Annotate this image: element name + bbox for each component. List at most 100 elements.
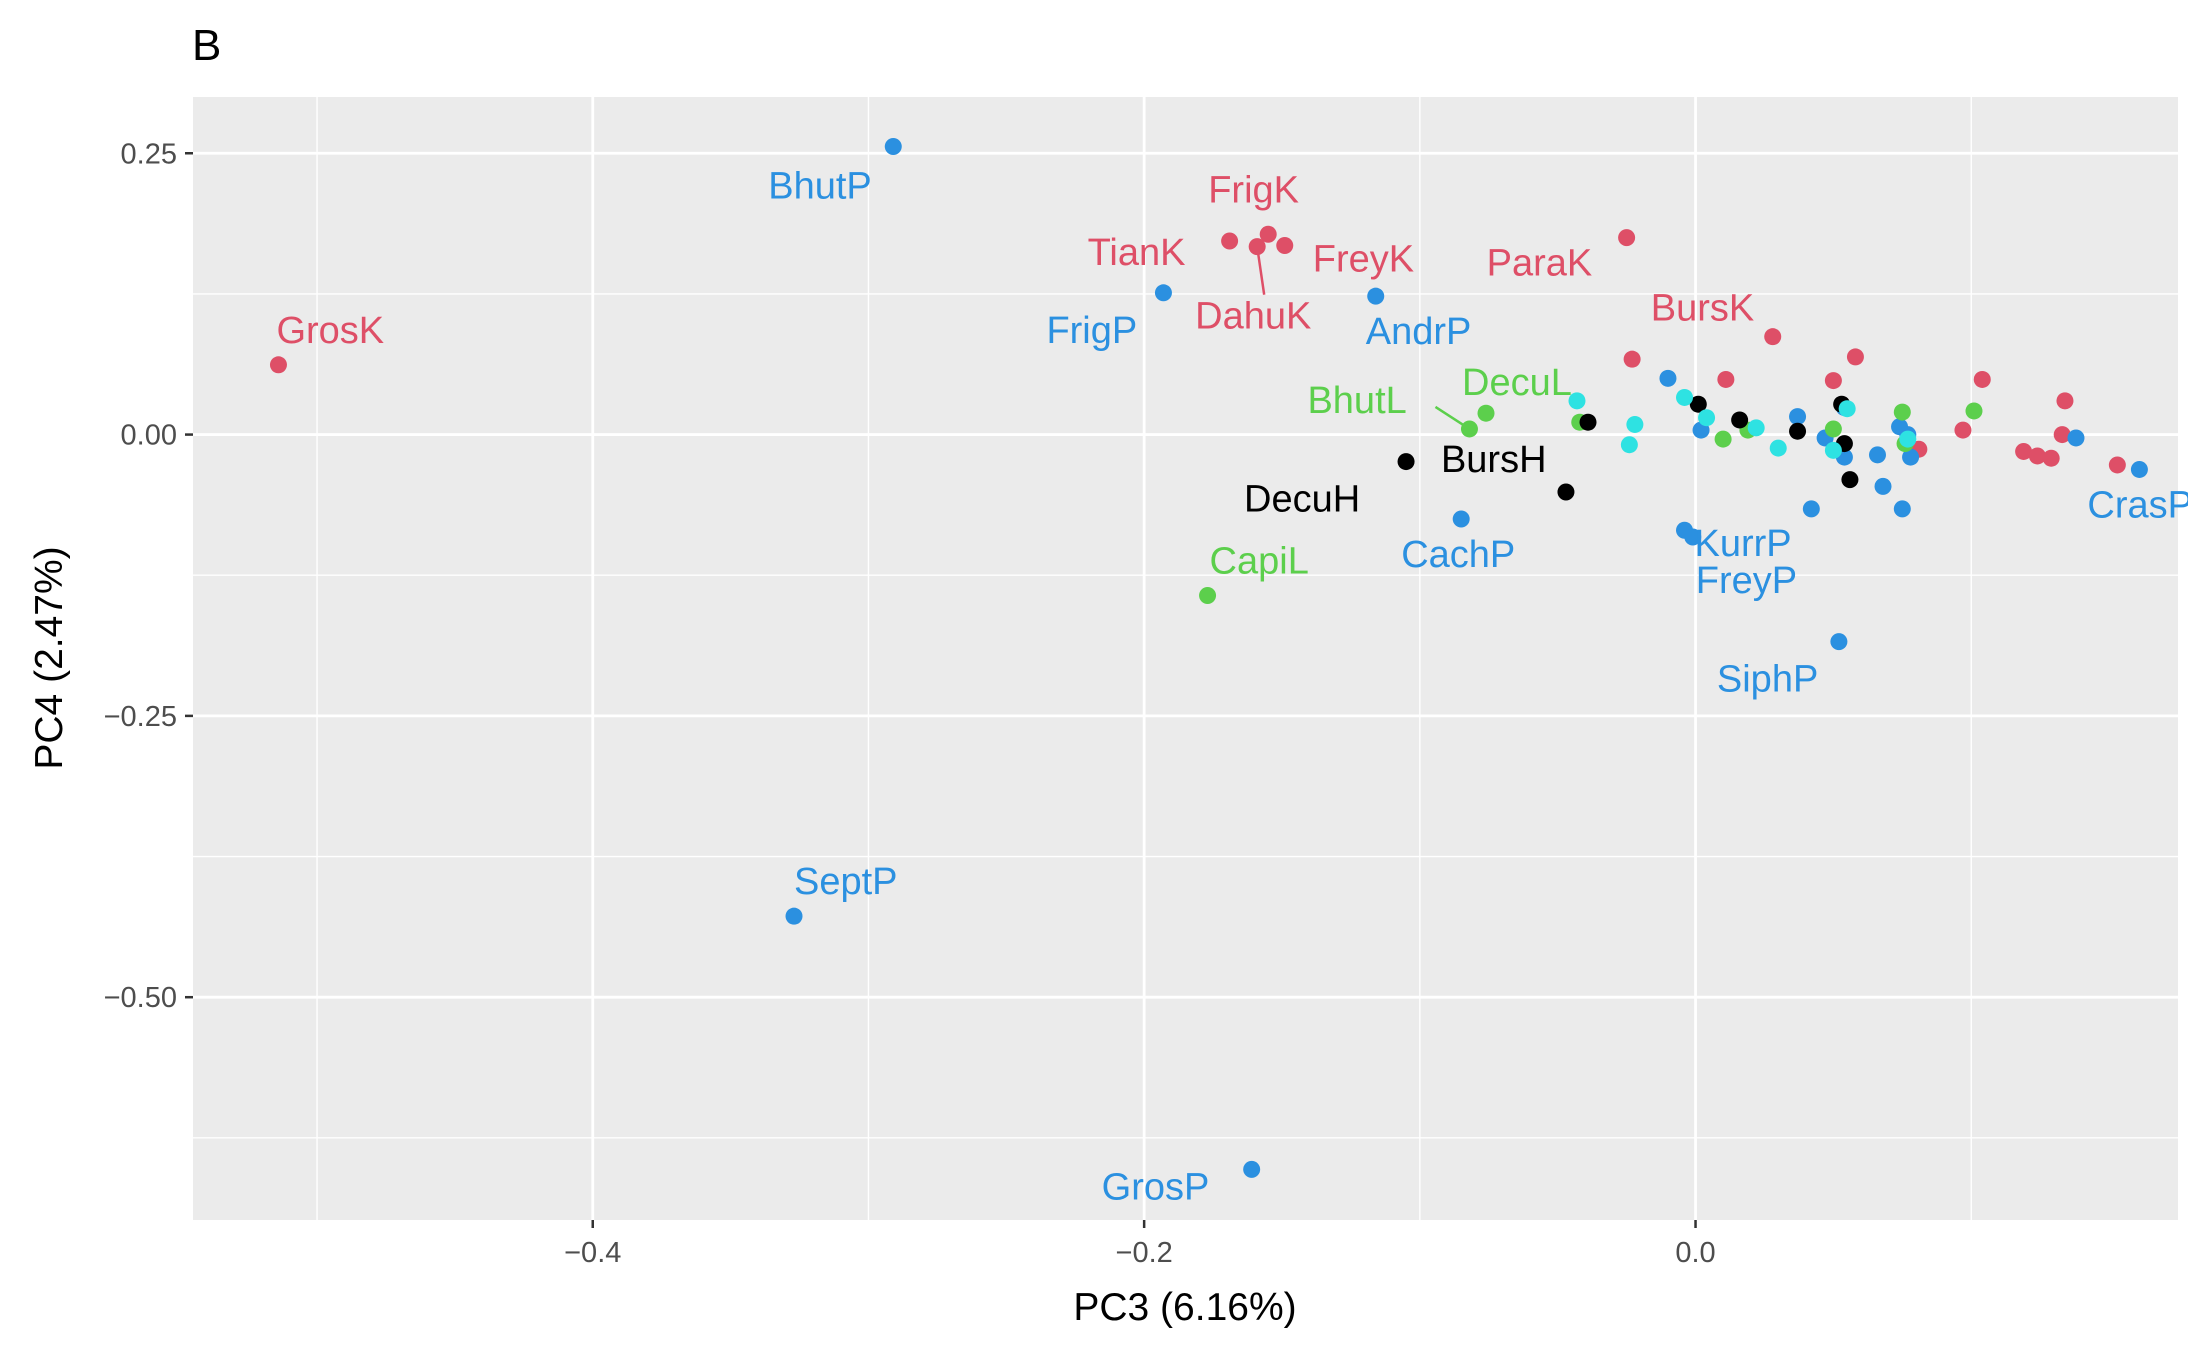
data-point-decuh [1397,453,1415,471]
data-point-parak [1618,229,1636,247]
data-point [1717,370,1735,388]
data-point [1698,409,1716,427]
data-point [1714,430,1732,448]
point-label-capil: CapiL [1210,540,1309,582]
point-label-bursk: BursK [1651,288,1754,330]
data-point-frigp [1154,284,1172,302]
point-label-bursh: BursH [1441,439,1547,481]
x-axis-title: PC3 (6.16%) [1073,1286,1296,1329]
point-label-bhutp: BhutP [768,166,872,208]
data-point-cachp [1452,510,1470,528]
data-point-bhutl [1460,420,1478,438]
point-label-kurrp: KurrP [1695,523,1792,565]
data-point [1626,415,1644,433]
data-point [1623,350,1641,368]
data-point [1965,402,1983,420]
data-point [1893,500,1911,518]
point-label-septp: SeptP [794,861,898,903]
point-label-grosk: GrosK [276,310,384,352]
data-point [1824,441,1842,459]
tick-labels: −0.4 −0.2 0.0 0.25 0.00 −0.25 −0.50 [104,138,1716,1269]
data-point-freyk [1276,237,1294,255]
point-label-freyp: FreyP [1696,560,1797,602]
data-point-decul [1477,404,1495,422]
data-point [2056,392,2074,410]
data-point [1689,395,1707,413]
data-point-grosk [269,356,287,374]
point-label-parak: ParaK [1487,243,1593,285]
data-point-grosp [1243,1160,1261,1178]
data-point [2067,429,2085,447]
point-label-freyk: FreyK [1313,239,1414,281]
minor-gridlines [193,97,2178,1220]
data-point-dahuk [1248,238,1266,256]
x-tick-label: 0.0 [1675,1237,1715,1269]
data-point-bhutp [884,138,902,156]
point-label-grosp: GrosP [1102,1166,1210,1208]
data-point [1747,419,1765,437]
y-tick-label: −0.50 [104,982,177,1014]
data-point [1802,500,1820,518]
data-point [1893,403,1911,421]
data-point [1824,372,1842,390]
data-point [1838,400,1856,418]
data-point [1899,430,1917,448]
data-point [1676,388,1694,406]
data-point [1579,413,1597,431]
data-point [1568,392,1586,410]
data-point-capil [1199,586,1217,604]
data-point [1789,422,1807,440]
data-point-frigk [1259,225,1277,243]
data-point [1620,436,1638,454]
point-label-decul: DecuL [1462,362,1572,404]
point-label-cachp: CachP [1401,534,1515,576]
data-point [1769,439,1787,457]
major-gridlines [193,97,2178,1220]
point-label-siphp: SiphP [1717,659,1818,701]
point-label-dahuk: DahuK [1195,296,1311,338]
data-point-crasp [2130,460,2148,478]
point-label-frigk: FrigK [1208,169,1299,211]
point-label-crasp: CrasP [2087,484,2188,526]
data-point-tiankk_dummy [1221,232,1239,250]
data-point [2108,456,2126,474]
data-point [2042,449,2060,467]
data-point [1659,369,1677,387]
data-point [1874,477,1892,495]
plot-panel [193,97,2178,1220]
point-label-bhutl: BhutL [1307,380,1406,422]
data-point-bursk [1764,328,1782,346]
y-tick-label: −0.25 [104,701,177,733]
data-point [1973,370,1991,388]
y-tick-label: 0.00 [121,420,177,452]
axis-ticks [185,152,1697,1228]
point-label-frigp: FrigP [1046,310,1137,352]
data-point [2028,447,2046,465]
data-point [1824,420,1842,438]
point-label-decuh: DecuH [1244,479,1360,521]
data-point-septp [785,907,803,925]
data-points [269,138,2148,1178]
point-label-andrp: AndrP [1366,311,1472,353]
y-tick-label: 0.25 [121,138,177,170]
data-point [1841,471,1859,489]
data-point-freyp [1684,528,1702,546]
data-point-siphp [1830,633,1848,651]
y-axis-title: PC4 (2.47%) [28,546,71,769]
data-point [1846,348,1864,366]
panel-letter: B [192,21,221,70]
data-point [1789,408,1807,426]
data-point [1954,421,1972,439]
data-point [1902,448,1920,466]
x-tick-label: −0.2 [1116,1237,1173,1269]
point-label-tiank: TianK [1088,232,1186,274]
data-point [2015,442,2033,460]
data-point [2053,426,2071,444]
data-point-andrp [1367,287,1385,305]
data-point [1731,411,1749,429]
x-tick-label: −0.4 [564,1237,621,1269]
data-point-bursh [1557,483,1575,501]
data-point [1868,446,1886,464]
